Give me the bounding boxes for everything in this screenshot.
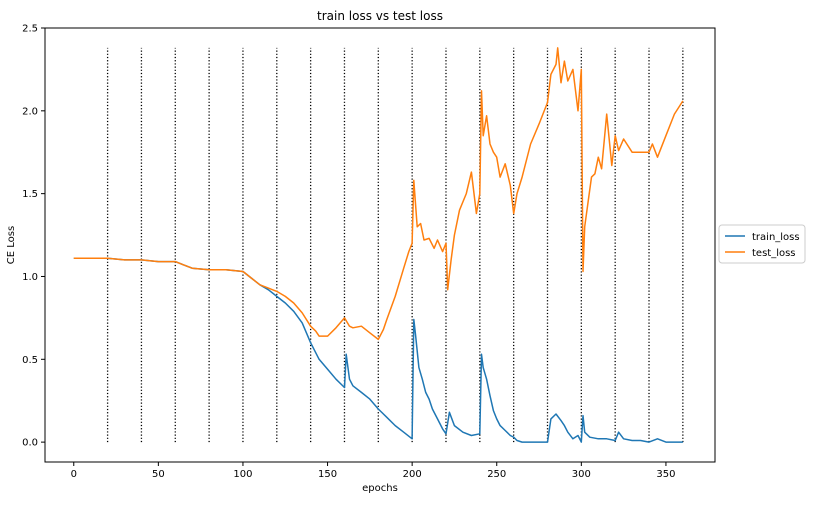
legend-label-train-loss: train_loss xyxy=(752,232,800,243)
series-group xyxy=(73,47,684,443)
series-line-test-loss xyxy=(73,47,684,341)
x-tick-label-50: 50 xyxy=(152,469,165,480)
x-tick-label-300: 300 xyxy=(572,469,591,480)
y-axis-label: CE Loss xyxy=(6,226,17,264)
x-axis: 0 50 100 150 200 250 300 350 xyxy=(71,462,675,480)
legend-box xyxy=(718,224,806,264)
x-tick-label-350: 350 xyxy=(656,469,675,480)
y-tick-label-1.5: 1.5 xyxy=(22,189,38,200)
y-tick-label-2.5: 2.5 xyxy=(22,24,38,35)
y-tick-label-0.5: 0.5 xyxy=(22,355,38,366)
legend: train_loss test_loss xyxy=(718,224,806,264)
plot-area xyxy=(45,28,715,462)
y-tick-label-0: 0.0 xyxy=(22,438,38,449)
series-line-train-loss xyxy=(73,257,683,443)
y-axis: 0.0 0.5 1.0 1.5 2.0 2.5 xyxy=(22,24,45,449)
y-tick-label-1: 1.0 xyxy=(22,272,38,283)
legend-label-test-loss: test_loss xyxy=(752,248,796,259)
chart-title: train loss vs test loss xyxy=(317,9,443,23)
plot-frame xyxy=(44,27,716,463)
x-tick-label-150: 150 xyxy=(318,469,337,480)
x-tick-label-250: 250 xyxy=(487,469,506,480)
y-tick-label-2: 2.0 xyxy=(22,106,38,117)
x-axis-label: epochs xyxy=(362,483,398,494)
x-tick-label-0: 0 xyxy=(71,469,77,480)
x-tick-label-200: 200 xyxy=(403,469,422,480)
x-tick-label-100: 100 xyxy=(233,469,252,480)
